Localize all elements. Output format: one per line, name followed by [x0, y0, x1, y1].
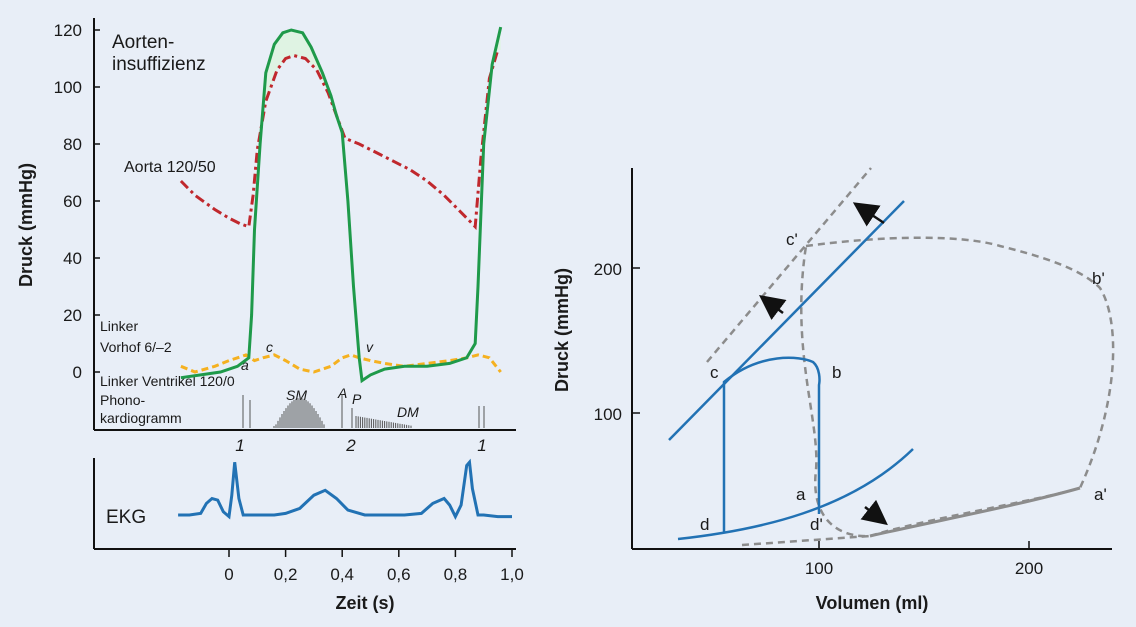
chart-title-line2: insuffizienz	[112, 54, 206, 75]
pv-y-axis-label: Druck (mmHg)	[552, 268, 572, 392]
pv-es-line-normal	[668, 200, 905, 441]
P-label: P	[352, 391, 362, 407]
xtick-label-0: 0	[224, 565, 233, 584]
pv-point-d: d	[700, 515, 709, 534]
A-label: A	[337, 385, 347, 401]
heart-sound-2: 2	[345, 436, 356, 455]
pv-x-axis-label: Volumen (ml)	[816, 593, 929, 613]
pv-filling-ai	[869, 486, 1081, 538]
arrow-2	[759, 295, 787, 320]
lv-overshoot-fill-2	[486, 27, 501, 118]
ytick-label-80: 80	[63, 135, 82, 154]
ytick-label-60: 60	[63, 192, 82, 211]
arrow-3	[860, 499, 888, 526]
ytick-label-120: 120	[54, 21, 82, 40]
phonocardiogram	[242, 394, 485, 428]
ekg-label: EKG	[106, 507, 146, 528]
pv-loop-ai	[800, 236, 1115, 538]
pv-point-a: a	[796, 485, 806, 504]
pv-point-b: b	[832, 363, 841, 382]
point-v-label: v	[366, 339, 374, 355]
phono-label-2: kardiogramm	[100, 410, 182, 426]
series-ekg	[178, 458, 512, 520]
arrow-1	[852, 202, 885, 227]
pv-point-d-prime: d'	[810, 515, 823, 534]
chart-title-line1: Aorten-	[112, 32, 174, 53]
x-ticks: 0 0,2 0,4 0,6 0,8 1,0	[224, 549, 524, 584]
point-a-label: a	[241, 357, 249, 373]
heart-sound-1: 1	[235, 436, 244, 455]
vorhof-label-2: Vorhof 6/–2	[100, 339, 172, 355]
pv-xtick-label-200: 200	[1015, 559, 1043, 578]
ytick-label-20: 20	[63, 306, 82, 325]
ytick-label-40: 40	[63, 249, 82, 268]
pv-ytick-label-100: 100	[594, 405, 622, 424]
xtick-label-3: 0,6	[387, 565, 411, 584]
pv-xtick-label-100: 100	[805, 559, 833, 578]
aorta-label: Aorta 120/50	[124, 159, 216, 176]
pv-edpvr-ai	[741, 534, 871, 547]
ytick-label-0: 0	[73, 363, 82, 382]
pv-point-c-prime: c'	[786, 230, 798, 249]
pv-es-line-ai	[706, 167, 872, 363]
phono-label-1: Phono-	[100, 392, 145, 408]
ventrikel-label: Linker Ventrikel 120/0	[100, 373, 235, 389]
ytick-label-100: 100	[54, 78, 82, 97]
point-c-label: c	[266, 339, 273, 355]
pv-ytick-label-200: 200	[594, 260, 622, 279]
pv-loop-chart: 100 200 100 200 Druck (mmHg) Volumen (ml…	[552, 167, 1115, 613]
series-ventrikel	[180, 26, 503, 384]
xtick-label-5: 1,0	[500, 565, 524, 584]
x-axis-label: Zeit (s)	[335, 593, 394, 613]
dm-label: DM	[397, 404, 419, 420]
pressure-chart: 0 20 40 60 80 100 120 Druck (mmHg) Aorten- ins…	[16, 18, 516, 455]
pv-loop-normal	[722, 356, 821, 532]
series-vorhof	[180, 353, 502, 374]
y-ticks: 0 20 40 60 80 100 120	[54, 21, 100, 382]
vorhof-label-1: Linker	[100, 318, 138, 334]
heart-sound-3: 1	[477, 436, 486, 455]
pv-point-b-prime: b'	[1092, 269, 1105, 288]
series-aorta	[179, 49, 500, 231]
xtick-label-4: 0,8	[444, 565, 468, 584]
ekg-chart: EKG 0 0,2 0,4 0,6 0,8 1,0 Zeit (s)	[93, 458, 524, 613]
xtick-label-1: 0,2	[274, 565, 298, 584]
pv-edpvr-normal	[677, 448, 914, 541]
y-axis-label: Druck (mmHg)	[16, 163, 36, 287]
pv-point-c: c	[710, 363, 719, 382]
xtick-label-2: 0,4	[330, 565, 354, 584]
pv-point-a-prime: a'	[1094, 485, 1107, 504]
